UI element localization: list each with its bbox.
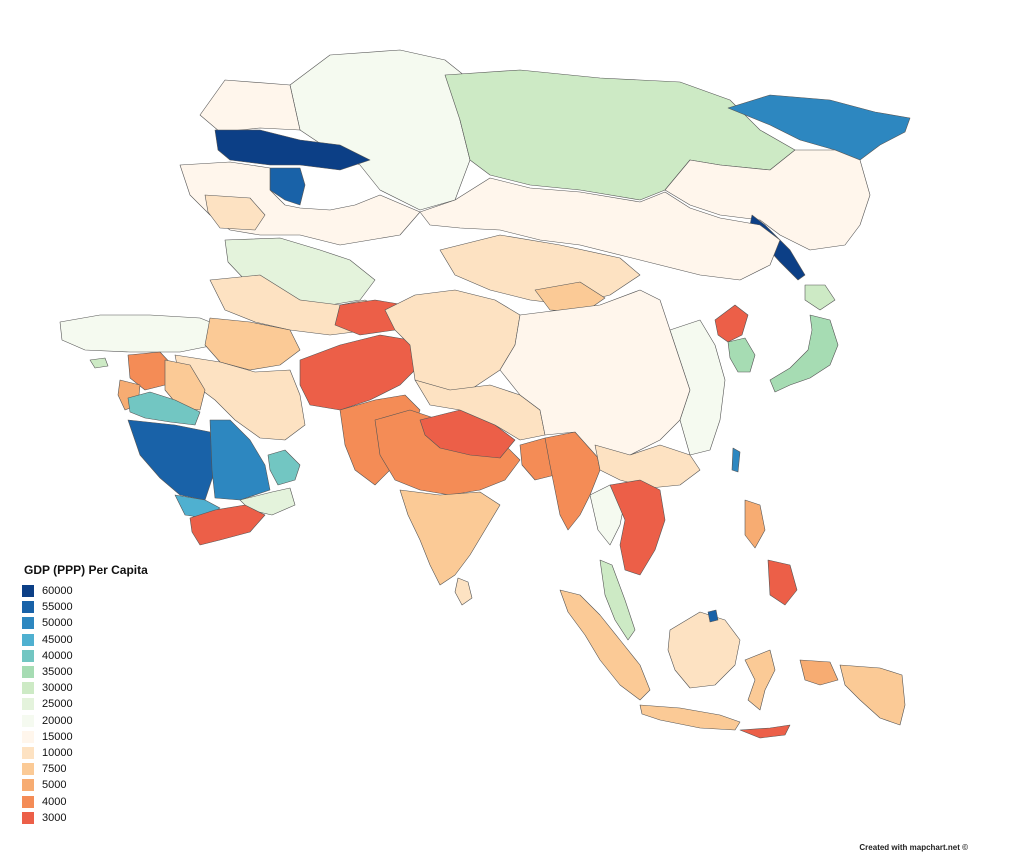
legend-label: 5000: [42, 779, 67, 792]
legend-item: 20000: [22, 713, 148, 729]
legend-item: 10000: [22, 745, 148, 761]
region-china-central: [499, 289, 691, 461]
region-laos-vietnam: [609, 479, 666, 576]
legend-title: GDP (PPP) Per Capita: [24, 563, 148, 577]
region-sulawesi: [744, 649, 776, 711]
region-borneo: [667, 611, 741, 689]
legend-swatch: [22, 746, 34, 759]
region-malay-peninsula: [599, 559, 636, 641]
legend-swatch: [22, 633, 34, 646]
legend-swatch: [22, 763, 34, 776]
legend-swatch: [22, 730, 34, 743]
legend-label: 55000: [42, 601, 73, 614]
legend-item: 50000: [22, 615, 148, 631]
legend-swatch: [22, 779, 34, 792]
legend-swatch: [22, 666, 34, 679]
map-legend: GDP (PPP) Per Capita 60000 55000 50000 4500…: [22, 563, 148, 826]
legend-label: 30000: [42, 682, 73, 695]
region-japan-honshu: [769, 314, 839, 393]
region-java: [639, 704, 741, 731]
region-japan-hokkaido: [804, 284, 836, 311]
region-maluku: [799, 659, 839, 686]
region-taiwan: [731, 447, 741, 473]
legend-item: 5000: [22, 777, 148, 793]
region-cyprus: [89, 357, 109, 369]
legend-label: 50000: [42, 617, 73, 630]
legend-label: 20000: [42, 714, 73, 727]
region-timor: [739, 724, 791, 739]
region-saudi-west: [127, 419, 216, 501]
region-uae: [267, 449, 301, 486]
legend-item: 15000: [22, 729, 148, 745]
legend-item: 60000: [22, 583, 148, 599]
legend-label: 45000: [42, 633, 73, 646]
legend-label: 60000: [42, 585, 73, 598]
region-afghanistan: [299, 334, 421, 411]
region-china-south: [594, 444, 701, 489]
legend-label: 3000: [42, 811, 67, 824]
legend-swatch: [22, 617, 34, 630]
region-brunei: [707, 609, 719, 623]
legend-item: 45000: [22, 632, 148, 648]
region-iran-north: [204, 317, 301, 371]
region-russia-urals: [199, 79, 301, 133]
legend-label: 4000: [42, 795, 67, 808]
credit-text: Created with mapchart.net ©: [859, 843, 968, 852]
legend-item: 55000: [22, 599, 148, 615]
region-china-east: [669, 319, 726, 456]
region-north-korea: [714, 304, 749, 343]
legend-item: 30000: [22, 680, 148, 696]
legend-swatch: [22, 795, 34, 808]
legend-swatch: [22, 585, 34, 598]
legend-swatch: [22, 811, 34, 824]
legend-item: 40000: [22, 648, 148, 664]
legend-swatch: [22, 649, 34, 662]
region-papua: [839, 664, 906, 726]
legend-item: 4000: [22, 793, 148, 809]
region-russia-east-lower: [664, 149, 871, 251]
legend-item: 35000: [22, 664, 148, 680]
region-south-korea: [727, 337, 756, 373]
legend-item: 3000: [22, 810, 148, 826]
region-india-south: [399, 489, 501, 586]
legend-label: 15000: [42, 730, 73, 743]
region-tyumen: [214, 129, 371, 171]
region-south-siberia: [419, 177, 781, 281]
legend-swatch: [22, 714, 34, 727]
region-sri-lanka: [454, 577, 473, 606]
region-mindanao: [767, 559, 798, 606]
region-saudi-east: [209, 419, 271, 501]
region-russia-west: [289, 49, 471, 211]
region-saudi-north: [127, 391, 201, 426]
legend-item: 7500: [22, 761, 148, 777]
legend-label: 10000: [42, 746, 73, 759]
legend-label: 7500: [42, 763, 67, 776]
region-mongolia-south: [534, 281, 606, 313]
legend-swatch: [22, 682, 34, 695]
region-volga: [204, 194, 266, 231]
region-luzon: [744, 499, 766, 549]
region-turkey: [59, 314, 226, 353]
legend-item: 25000: [22, 696, 148, 712]
legend-swatch: [22, 601, 34, 614]
legend-label: 35000: [42, 666, 73, 679]
legend-label: 25000: [42, 698, 73, 711]
region-russia-far-east: [727, 94, 911, 161]
region-yemen: [189, 504, 266, 546]
region-mongolia: [439, 234, 641, 306]
legend-swatch: [22, 698, 34, 711]
legend-label: 40000: [42, 649, 73, 662]
region-sumatra: [559, 589, 651, 701]
region-iraq: [164, 359, 206, 411]
